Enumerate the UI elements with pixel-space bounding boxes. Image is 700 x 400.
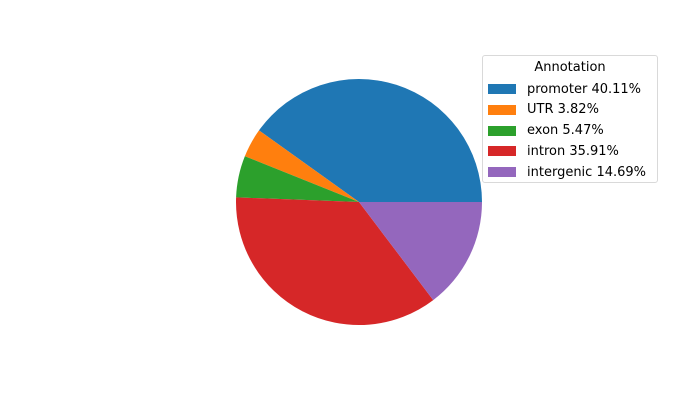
legend-entry-exon: exon 5.47% [488,123,604,139]
legend-entry-utr: UTR 3.82% [488,102,599,118]
legend: Annotation promoter 40.11% UTR 3.82% exon … [482,55,658,183]
pie-slice-exon [236,156,359,202]
legend-label: intron 35.91% [527,143,619,159]
legend-title: Annotation [534,60,606,75]
legend-swatch [488,125,516,136]
legend-swatch [488,167,516,178]
legend-entry-intergenic: intergenic 14.69% [488,164,646,180]
pie-slice-promoter [258,79,482,202]
legend-label: UTR 3.82% [527,102,599,118]
legend-label: promoter 40.11% [527,81,642,97]
pie-slice-intergenic [359,202,482,301]
legend-entry-intron: intron 35.91% [488,143,619,159]
legend-swatch [488,146,516,157]
legend-swatch [488,84,516,94]
legend-entry-promoter: promoter 40.11% [488,81,641,97]
legend-label: exon 5.47% [527,123,604,139]
legend-label: intergenic 14.69% [527,164,647,180]
pie-slice-utr [244,130,359,202]
pie-slice-intron [236,197,434,325]
legend-swatch [488,104,516,115]
